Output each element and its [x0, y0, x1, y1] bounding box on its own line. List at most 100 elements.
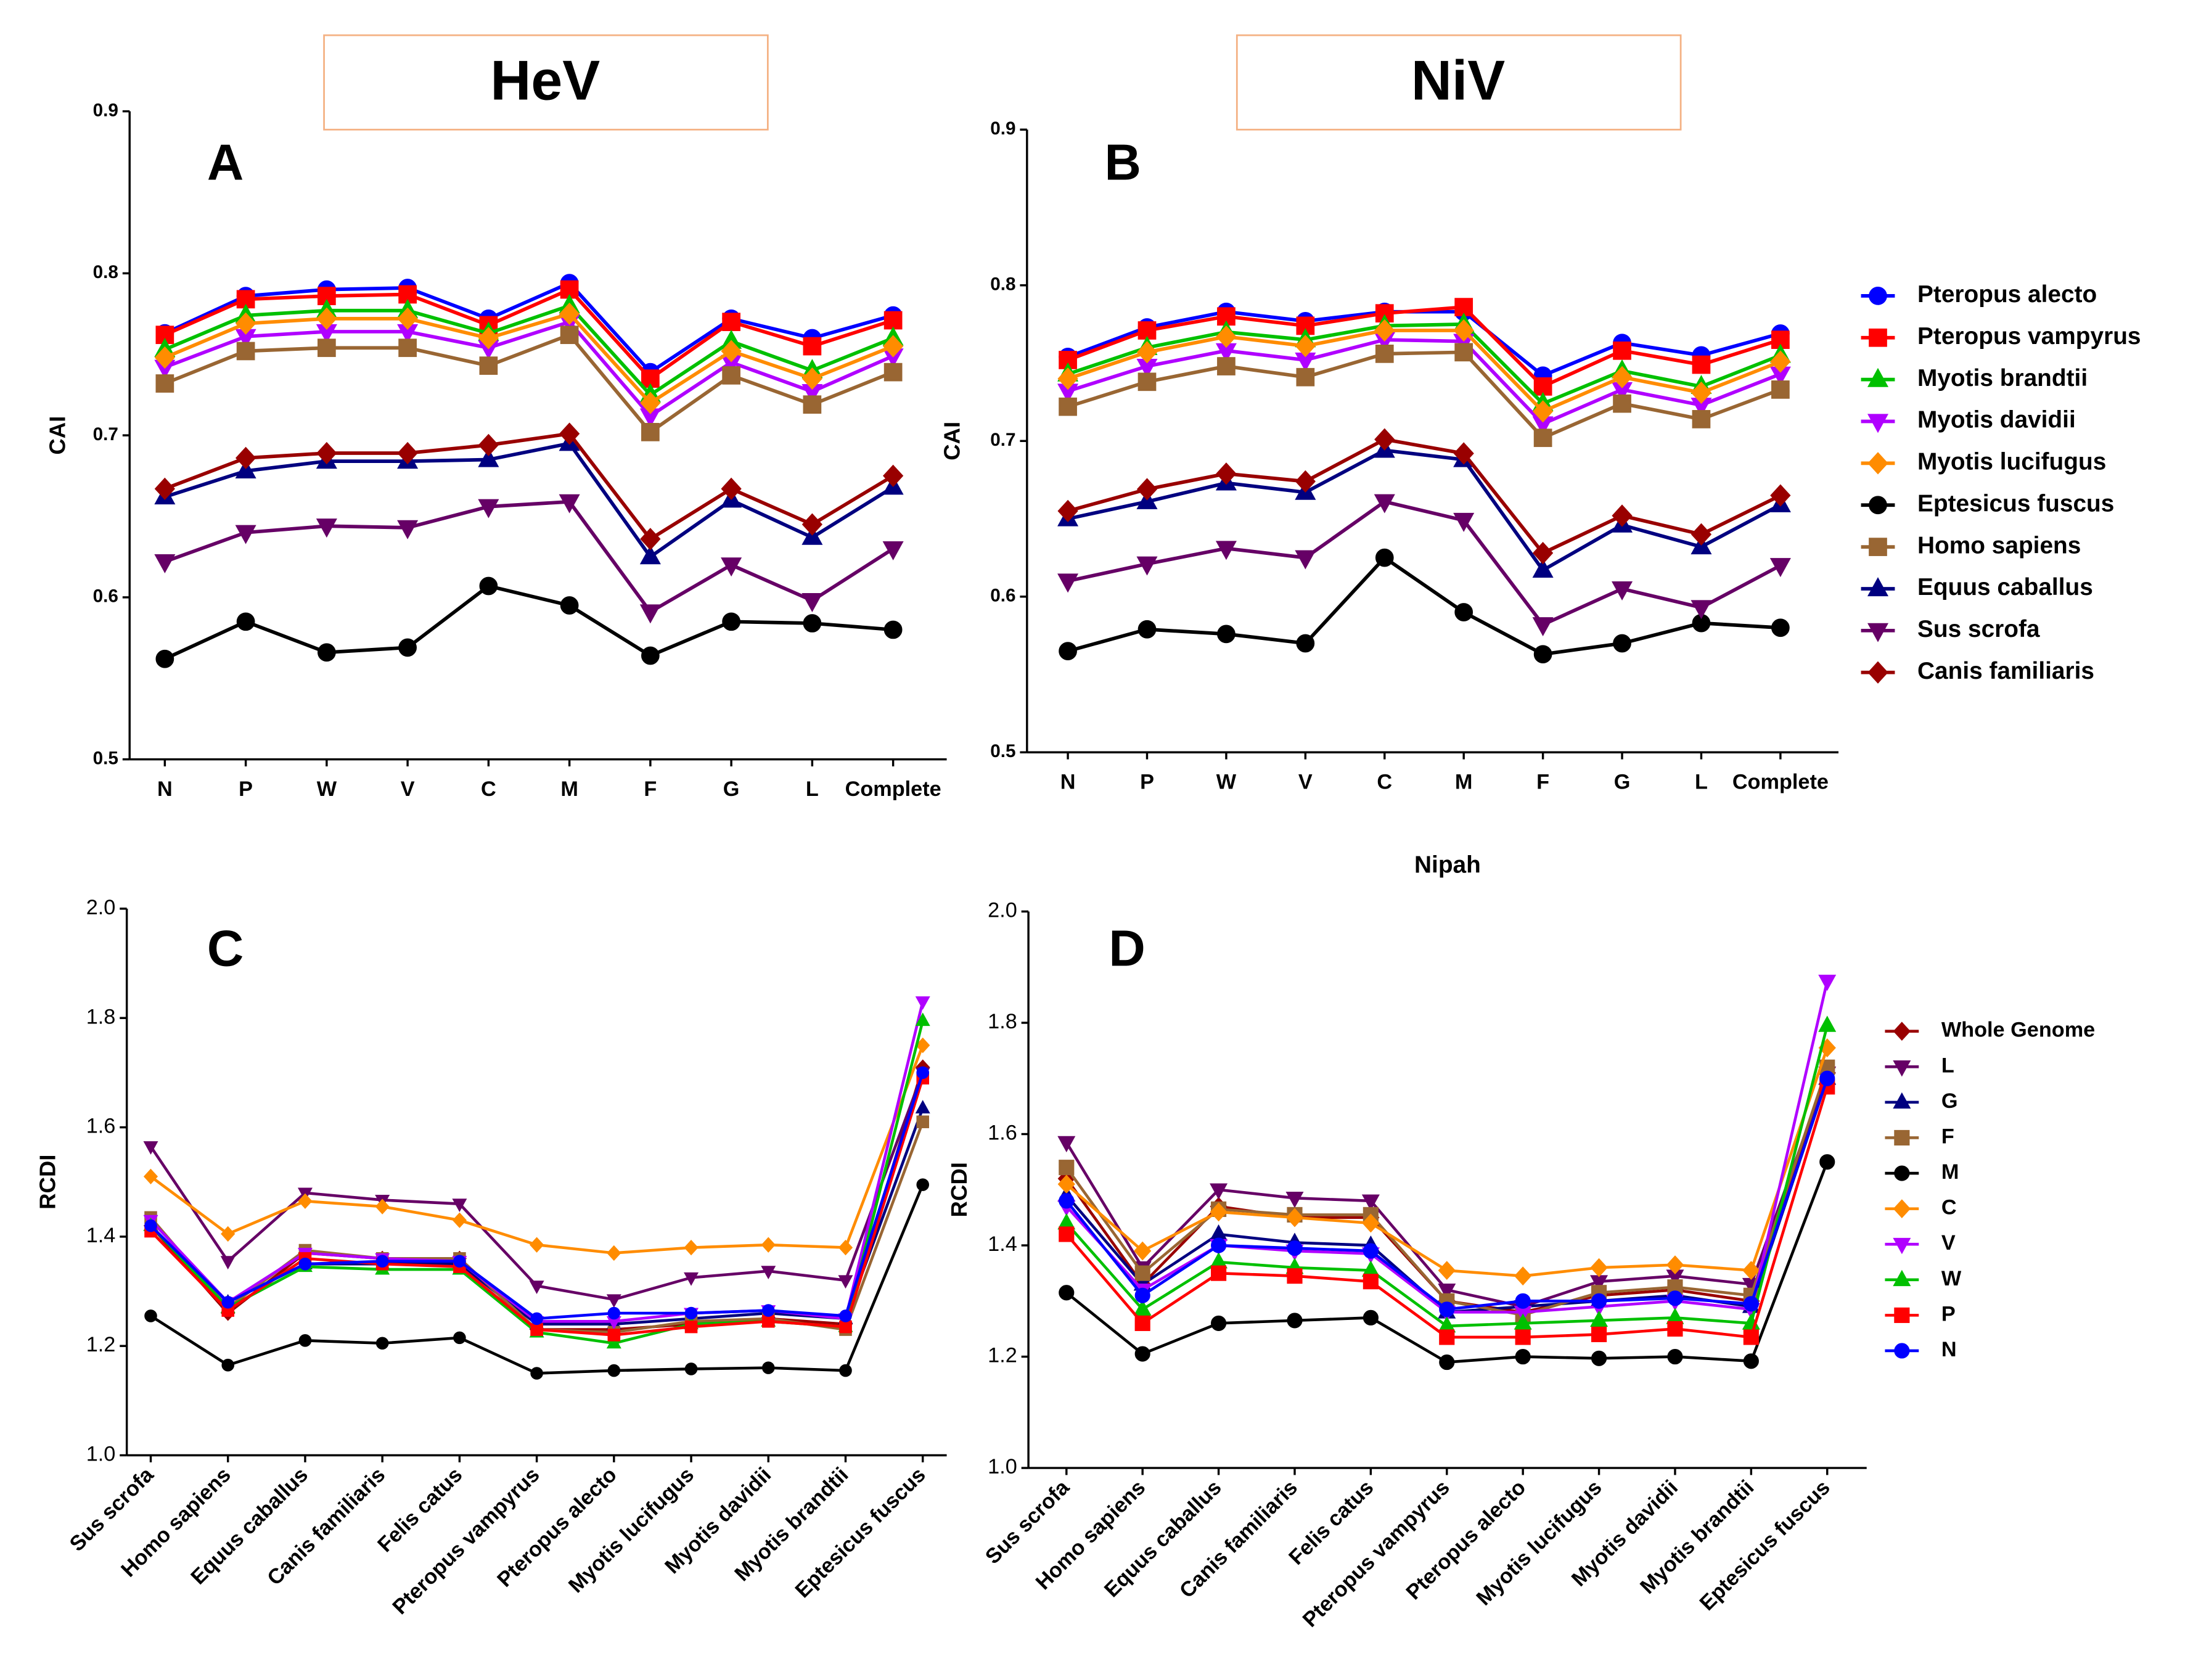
marker [1216, 325, 1237, 348]
marker [1374, 428, 1395, 451]
legend-label: N [1941, 1338, 1957, 1361]
legend-label: Myotis brandtii [1917, 365, 2088, 391]
marker [1134, 1241, 1152, 1261]
legend-label: M [1941, 1160, 1959, 1184]
x-tick-label: M [560, 777, 578, 801]
marker [916, 1115, 930, 1128]
marker [397, 307, 418, 330]
marker [839, 1309, 852, 1322]
y-axis-label: RCDI [35, 1155, 60, 1210]
series-line [149, 1001, 924, 1323]
legend-marker [1869, 496, 1887, 515]
y-tick-label: 0.6 [990, 586, 1015, 606]
y-tick-label: 0.9 [990, 118, 1015, 139]
chart-title: Nipah [1414, 852, 1481, 879]
marker [559, 422, 580, 445]
marker [1057, 1136, 1076, 1153]
marker [1591, 1326, 1607, 1343]
marker [721, 477, 742, 500]
marker [684, 1239, 699, 1256]
y-tick-label: 2.0 [86, 896, 116, 919]
legend-marker [1867, 623, 1889, 642]
marker [1453, 442, 1474, 465]
marker [1667, 1321, 1683, 1337]
series-line [1067, 338, 1781, 426]
marker [479, 356, 498, 375]
legend-marker [1869, 287, 1887, 305]
marker [1211, 1315, 1227, 1331]
marker [607, 1364, 621, 1377]
marker [641, 423, 660, 441]
series-line [164, 499, 895, 615]
x-tick-label: P [1140, 771, 1154, 794]
series-line [1067, 322, 1781, 406]
y-tick-label: 0.7 [93, 424, 118, 445]
marker [318, 643, 336, 662]
marker [559, 302, 580, 326]
marker [155, 374, 174, 393]
legend-label: W [1941, 1267, 1962, 1290]
marker [1612, 504, 1633, 527]
marker [1363, 1309, 1379, 1326]
marker [722, 612, 740, 631]
marker [916, 1037, 930, 1054]
marker [641, 369, 660, 388]
marker [478, 433, 499, 457]
marker [1374, 319, 1395, 342]
marker [1742, 1261, 1760, 1280]
marker [1454, 343, 1473, 362]
marker [684, 1320, 698, 1334]
marker [916, 1178, 930, 1191]
marker [397, 441, 418, 465]
marker [1453, 319, 1474, 342]
y-tick-label: 1.6 [86, 1115, 116, 1138]
x-tick-label: W [1216, 771, 1237, 794]
legend-marker [1893, 1199, 1911, 1219]
marker [1059, 1193, 1075, 1209]
x-tick-label: L [806, 777, 819, 801]
marker [316, 441, 337, 465]
marker [1210, 1202, 1227, 1222]
marker [1818, 1015, 1837, 1032]
marker [801, 513, 823, 536]
series-line [1067, 305, 1781, 389]
legend-marker [1893, 1060, 1911, 1077]
marker [1769, 558, 1791, 578]
marker [143, 1168, 158, 1184]
marker [1363, 1274, 1379, 1290]
marker [235, 446, 256, 470]
marker [1295, 470, 1316, 493]
marker [1514, 1266, 1532, 1286]
marker [1743, 1329, 1759, 1345]
marker [530, 1237, 544, 1253]
marker [1819, 1154, 1835, 1170]
header: NiV [1411, 49, 1505, 112]
marker [1362, 1213, 1380, 1233]
marker [1361, 1194, 1380, 1211]
panel-label: D [1109, 920, 1145, 977]
marker [1743, 1296, 1759, 1312]
marker [1613, 341, 1631, 360]
marker [398, 638, 417, 657]
marker [1296, 367, 1315, 387]
marker [721, 557, 742, 577]
legend-label: Canis familiaris [1917, 658, 2094, 684]
marker [560, 326, 579, 345]
legend-label: V [1941, 1231, 1956, 1255]
marker [883, 620, 903, 639]
y-tick-label: 2.0 [988, 899, 1017, 922]
marker [154, 554, 176, 573]
marker [1514, 1313, 1532, 1330]
marker [530, 1367, 543, 1380]
marker [801, 525, 823, 545]
marker [1295, 550, 1316, 570]
y-tick-label: 0.5 [93, 748, 118, 769]
x-tick-label: C [481, 777, 496, 801]
series-line [1067, 437, 1782, 555]
marker [607, 1245, 621, 1261]
legend-label: Pteropus alecto [1917, 281, 2097, 308]
marker [397, 520, 419, 539]
marker [318, 338, 336, 358]
marker [916, 1066, 930, 1080]
marker [1591, 1350, 1607, 1366]
